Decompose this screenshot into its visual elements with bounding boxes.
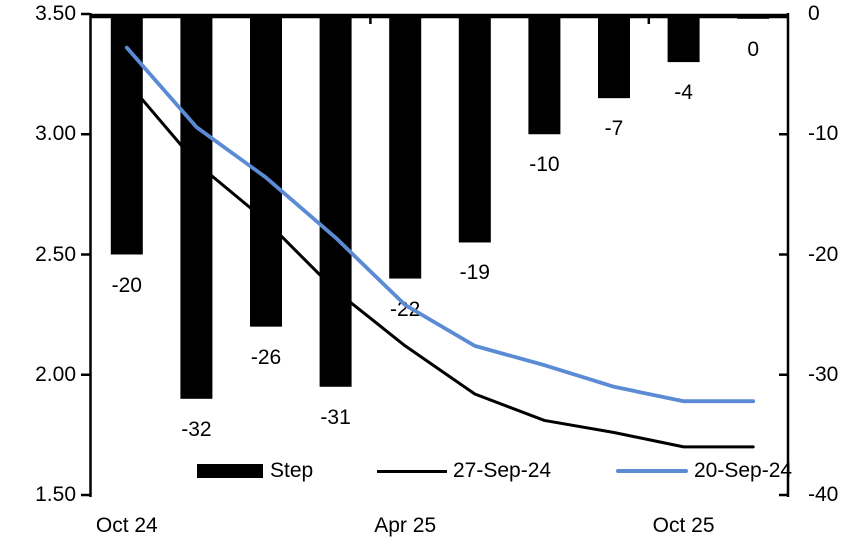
x-axis-tick-label: Oct 25 — [652, 514, 715, 537]
legend-label: Step — [270, 459, 314, 482]
bar-step — [180, 14, 213, 399]
left-axis-tick-label: 2.50 — [35, 242, 76, 266]
bar-step — [528, 14, 561, 135]
bar-data-label: 0 — [747, 37, 760, 61]
bar-data-label: -10 — [529, 153, 560, 177]
right-axis-tick-label: 0 — [808, 2, 820, 25]
bar-step — [389, 14, 422, 279]
bar-step — [319, 14, 352, 387]
left-axis-tick-label: 1.50 — [35, 483, 76, 506]
bar-step — [667, 14, 700, 63]
bar-data-label: -26 — [250, 345, 282, 369]
legend-item-27-sep-24: 27-Sep-24 — [377, 459, 551, 483]
bar-step — [598, 14, 630, 99]
bar-step — [250, 14, 282, 327]
bar-data-label: -7 — [604, 117, 624, 141]
bar-data-label: -32 — [181, 417, 212, 441]
bar-data-label: -22 — [390, 297, 421, 321]
legend-label: 27-Sep-24 — [453, 459, 552, 482]
bar-step — [737, 14, 770, 19]
legend-item-step: Step — [197, 459, 313, 483]
legend-line-swatch — [377, 469, 447, 473]
bar-data-label: -19 — [459, 261, 490, 285]
bar-data-label: -20 — [111, 273, 142, 297]
bar-data-label: -31 — [320, 405, 351, 429]
right-axis-tick-label: -40 — [808, 483, 839, 506]
left-axis-tick-label: 3.50 — [35, 2, 76, 25]
bar-step — [458, 14, 491, 243]
line-20-sep-24 — [124, 45, 756, 404]
right-axis-tick-label: -20 — [808, 242, 839, 266]
bar-step — [110, 14, 143, 255]
legend-label: 20-Sep-24 — [694, 459, 793, 482]
legend-bar-swatch — [197, 464, 263, 478]
right-axis-tick-label: -30 — [808, 362, 839, 386]
line-27-sep-24 — [125, 79, 755, 449]
right-axis-tick-label: -10 — [808, 122, 839, 146]
legend-item-20-sep-24: 20-Sep-24 — [616, 459, 792, 483]
bar-data-label: -4 — [674, 81, 693, 105]
x-axis-tick-label: Apr 25 — [374, 514, 437, 537]
left-axis-tick-label: 2.00 — [35, 362, 76, 386]
legend-line-swatch — [616, 469, 688, 473]
left-axis-tick-label: 3.00 — [35, 122, 76, 146]
x-axis-tick-label: Oct 24 — [95, 514, 158, 537]
